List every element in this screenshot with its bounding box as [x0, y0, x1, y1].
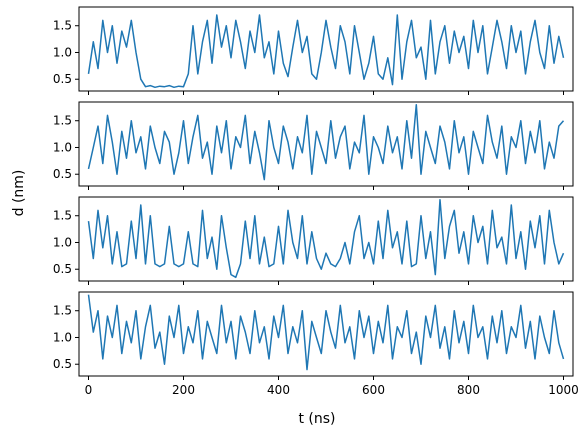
- panel-4: 0.5 1.0 1.5 0 200 400 600 800 1000: [53, 291, 579, 397]
- y-tick-label: 0.5: [53, 72, 72, 86]
- axes-frame: [78, 291, 574, 377]
- x-tick-label: 200: [172, 383, 195, 397]
- panels-group: 0.5 1.0 1.5 0.5 1.0 1.5 0.5 1.0 1.5 0.5 1.0 1.5 0 200…: [53, 6, 579, 397]
- y-tick-label: 1.0: [53, 140, 72, 154]
- y-axis-label: d (nm): [11, 170, 27, 217]
- x-tick-label: 1000: [548, 383, 579, 397]
- series-line: [87, 198, 565, 279]
- series-line: [87, 103, 565, 181]
- x-axis-label: t (ns): [298, 411, 335, 427]
- series-line: [87, 294, 565, 371]
- y-tick-label: 1.0: [53, 45, 72, 59]
- y-tick-label: 1.5: [53, 114, 72, 128]
- y-tick-label: 1.5: [53, 19, 72, 33]
- panel-1: 0.5 1.0 1.5: [53, 6, 574, 95]
- y-tick-label: 1.0: [53, 330, 72, 344]
- y-tick-label: 0.5: [53, 262, 72, 276]
- axes-frame: [78, 6, 574, 92]
- x-tick-label: 600: [362, 383, 385, 397]
- y-tick-label: 1.5: [53, 209, 72, 223]
- x-tick-label: 0: [85, 383, 93, 397]
- series-line: [87, 14, 565, 89]
- y-tick-label: 1.5: [53, 304, 72, 318]
- x-tick-label: 800: [457, 383, 480, 397]
- x-tick-label: 400: [267, 383, 290, 397]
- panel-2: 0.5 1.0 1.5: [53, 101, 574, 190]
- y-tick-label: 1.0: [53, 235, 72, 249]
- y-tick-label: 0.5: [53, 357, 72, 371]
- panel-3: 0.5 1.0 1.5: [53, 196, 574, 285]
- axes-frame: [78, 101, 574, 187]
- axes-frame: [78, 196, 574, 282]
- y-tick-label: 0.5: [53, 167, 72, 181]
